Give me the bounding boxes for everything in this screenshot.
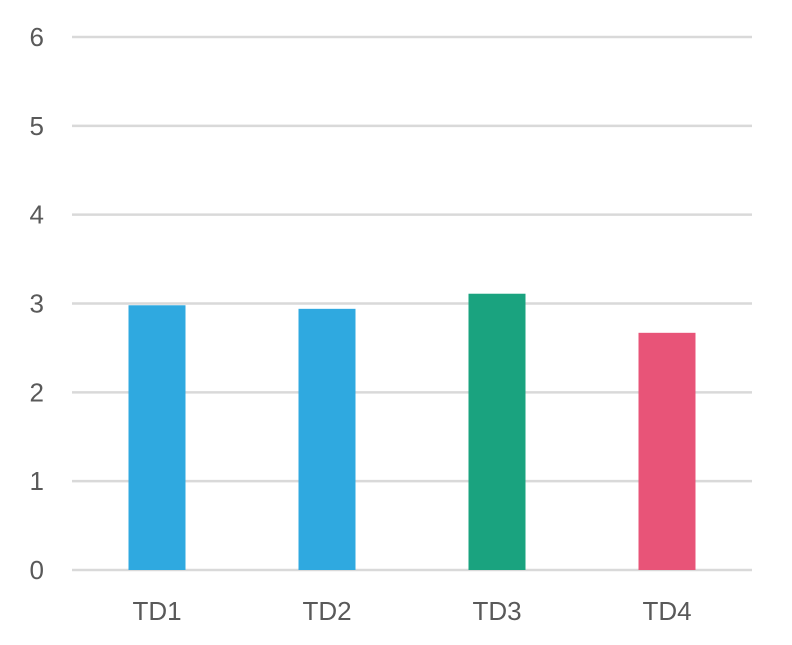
y-tick-label: 4 bbox=[30, 200, 44, 230]
y-tick-label: 0 bbox=[30, 555, 44, 585]
x-tick-label-td1: TD1 bbox=[132, 596, 181, 626]
bar-td3 bbox=[468, 293, 526, 570]
bar-td1 bbox=[128, 305, 186, 570]
bar-td2 bbox=[298, 308, 356, 570]
y-axis-tick-labels: 0 1 2 3 4 5 6 bbox=[30, 22, 44, 585]
x-tick-label-td4: TD4 bbox=[642, 596, 691, 626]
x-tick-label-td3: TD3 bbox=[472, 596, 521, 626]
y-tick-label: 1 bbox=[30, 466, 44, 496]
y-tick-label: 5 bbox=[30, 111, 44, 141]
y-tick-label: 3 bbox=[30, 289, 44, 319]
y-tick-label: 2 bbox=[30, 377, 44, 407]
bars bbox=[128, 293, 696, 570]
bar-td4 bbox=[638, 332, 696, 570]
x-tick-label-td2: TD2 bbox=[302, 596, 351, 626]
x-axis-tick-labels: TD1 TD2 TD3 TD4 bbox=[132, 596, 691, 626]
y-tick-label: 6 bbox=[30, 22, 44, 52]
